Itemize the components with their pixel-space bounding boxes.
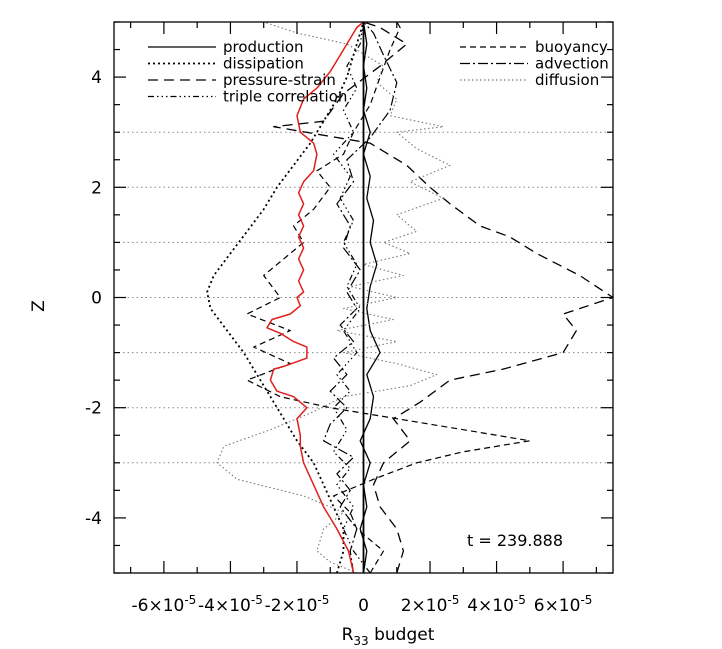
x-axis-label-main: R (342, 625, 354, 645)
y-tick-label: -4 (85, 509, 102, 529)
series-line-red-profile (266, 21, 364, 574)
series-group (206, 21, 614, 574)
x-tick-label-base: 6×10 (534, 596, 581, 616)
x-tick-label-base: 0 (358, 596, 369, 616)
legend-label: advection (535, 55, 609, 73)
y-tick-label: -2 (85, 399, 102, 419)
time-annotation: t = 239.888 (467, 531, 563, 550)
series-line-dissipation (206, 21, 365, 574)
x-axis-label-sub: 33 (353, 634, 368, 648)
x-axis-label: R33 budget (342, 625, 435, 648)
x-tick-label: 0 (358, 596, 369, 616)
x-tick-label-base: -2×10 (265, 596, 318, 616)
x-tick-label-base: -4×10 (198, 596, 251, 616)
series-line-pressure-strain (273, 21, 614, 574)
x-tick-label-exp: -5 (514, 593, 526, 607)
x-tick-label-exp: -5 (184, 593, 196, 607)
x-tick-label-base: 2×10 (401, 596, 448, 616)
y-tick-label: 2 (91, 178, 102, 198)
ticks-group (114, 21, 613, 574)
x-tick-label: -4×10-5 (198, 593, 263, 616)
x-tick-label: 2×10-5 (401, 593, 460, 616)
x-tick-labels: -6×10-5 -4×10-5 -2×10-5 0 2×10-5 4×10-5 6×10-5 (132, 593, 593, 616)
x-tick-label: 4×10-5 (467, 593, 526, 616)
series-line-production (359, 21, 381, 574)
x-tick-label-exp: -5 (317, 593, 329, 607)
series-line-buoyancy (246, 21, 531, 574)
x-tick-label-exp: -5 (580, 593, 592, 607)
x-tick-label-exp: -5 (251, 593, 263, 607)
legend-label: diffusion (535, 71, 599, 89)
legend-label: production (223, 38, 304, 56)
x-axis-label-rest: budget (369, 625, 435, 645)
x-tick-label: -2×10-5 (265, 593, 330, 616)
x-tick-label: -6×10-5 (132, 593, 197, 616)
x-tick-label: 6×10-5 (534, 593, 593, 616)
x-tick-label-exp: -5 (447, 593, 459, 607)
legend-label: pressure-strain (223, 71, 336, 89)
legend-label: triple correlation (223, 88, 347, 106)
series-line-diffusion (216, 21, 451, 574)
y-axis-label: Z (29, 300, 49, 312)
legend-label: buoyancy (535, 38, 608, 56)
x-tick-label-base: -6×10 (132, 596, 185, 616)
y-tick-label: 4 (91, 68, 102, 88)
series-line-advection (323, 21, 398, 574)
y-tick-labels: -4 -2 0 2 4 (85, 68, 102, 529)
legend-label: dissipation (223, 55, 304, 73)
legend: productiondissipationpressure-straintrip… (148, 38, 609, 106)
x-tick-label-base: 4×10 (467, 596, 514, 616)
y-tick-label: 0 (91, 289, 102, 309)
